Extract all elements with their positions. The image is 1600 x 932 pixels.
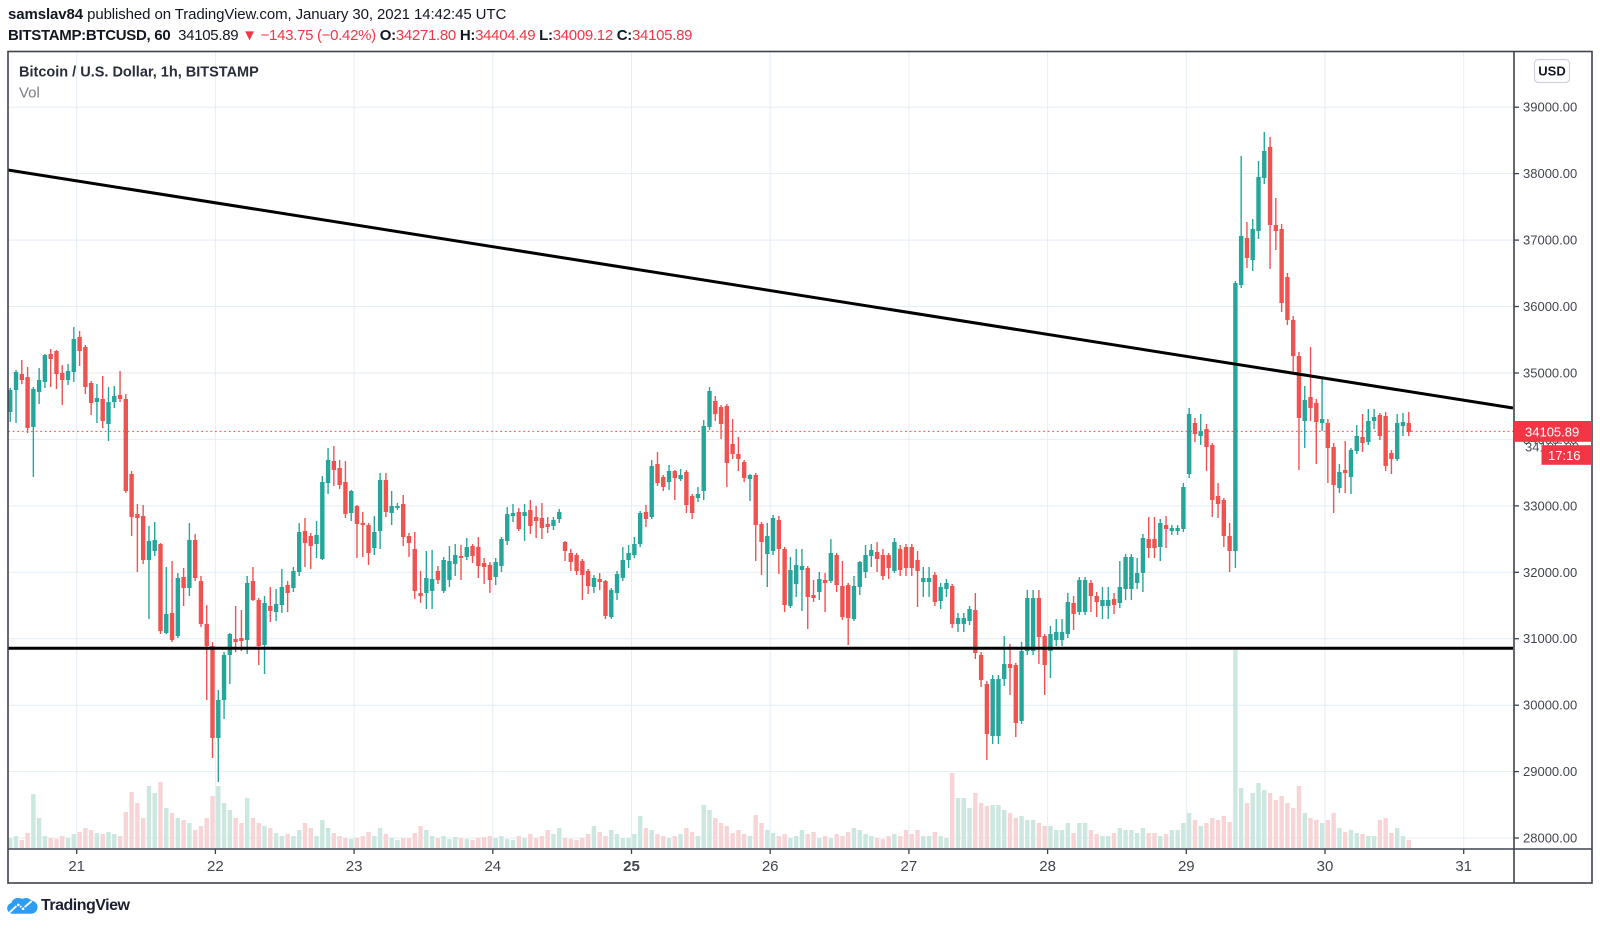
svg-text:USD: USD [1538,64,1565,79]
svg-text:27: 27 [901,858,918,875]
svg-text:29000.00: 29000.00 [1523,764,1577,779]
svg-text:30: 30 [1317,858,1334,875]
svg-text:33000.00: 33000.00 [1523,498,1577,513]
svg-text:32000.00: 32000.00 [1523,565,1577,580]
svg-text:28000.00: 28000.00 [1523,831,1577,846]
svg-text:23: 23 [346,858,363,875]
svg-text:21: 21 [68,858,85,875]
svg-text:25: 25 [623,858,640,875]
svg-text:39000.00: 39000.00 [1523,100,1577,115]
svg-text:Vol: Vol [19,85,40,102]
svg-text:26: 26 [762,858,779,875]
svg-text:35000.00: 35000.00 [1523,366,1577,381]
svg-text:28: 28 [1039,858,1056,875]
svg-text:29: 29 [1178,858,1195,875]
svg-text:Bitcoin / U.S. Dollar, 1h, BIT: Bitcoin / U.S. Dollar, 1h, BITSTAMP [19,65,259,81]
svg-text:31: 31 [1455,858,1472,875]
svg-text:30000.00: 30000.00 [1523,698,1577,713]
svg-text:34105.89: 34105.89 [1525,425,1579,440]
svg-text:31000.00: 31000.00 [1523,631,1577,646]
svg-text:24: 24 [484,858,501,875]
svg-text:22: 22 [207,858,224,875]
svg-text:17:16: 17:16 [1548,448,1581,463]
svg-text:38000.00: 38000.00 [1523,166,1577,181]
svg-text:36000.00: 36000.00 [1523,299,1577,314]
svg-text:37000.00: 37000.00 [1523,233,1577,248]
